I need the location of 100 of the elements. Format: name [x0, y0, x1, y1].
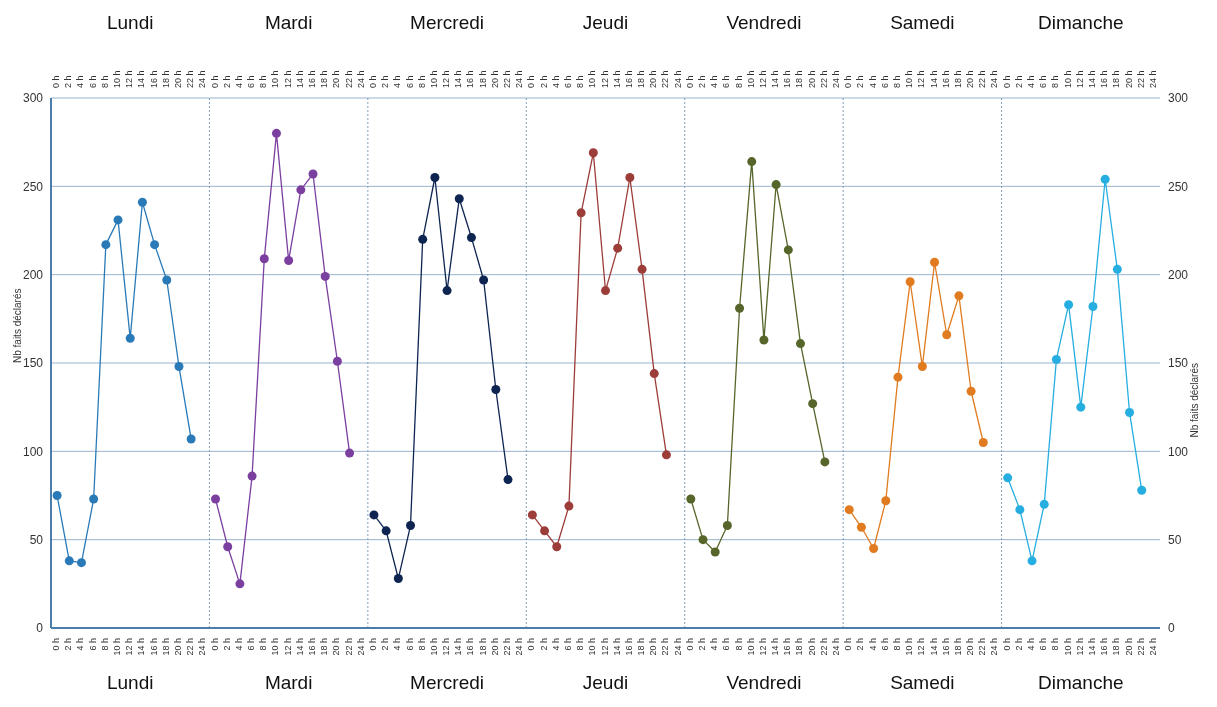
x-tick-label: 20 h: [806, 638, 817, 656]
category-label: 2 h: [855, 75, 866, 88]
point: [1027, 556, 1037, 566]
point: [137, 197, 147, 207]
point: [1088, 301, 1098, 311]
category-label: 24 h: [989, 70, 1000, 88]
y2-tick-label: 0: [1168, 621, 1175, 636]
point: [710, 547, 720, 557]
point: [466, 233, 476, 243]
point: [1125, 407, 1135, 417]
x-tick-label: 20 h: [489, 638, 500, 656]
x-tick-label: 12 h: [282, 638, 293, 656]
point: [162, 275, 172, 285]
x-tick-label: 12 h: [124, 638, 135, 656]
category-label: 24 h: [672, 70, 683, 88]
category-label: 12 h: [124, 70, 135, 88]
text: Mercredi: [410, 12, 485, 33]
x-tick-label: 18 h: [477, 638, 488, 656]
text: Jeudi: [582, 12, 629, 33]
category-label: 12 h: [757, 70, 768, 88]
point: [308, 169, 318, 179]
category-label: 2 h: [221, 75, 232, 88]
category-label: 8 h: [891, 75, 902, 88]
category-label: 6 h: [879, 75, 890, 88]
category-label: 4 h: [867, 75, 878, 88]
category-label: 10 h: [587, 70, 598, 88]
x-tick-label: 18 h: [952, 638, 963, 656]
y2-tick-label: 250: [1168, 179, 1189, 194]
category-label: 6 h: [721, 75, 732, 88]
x-tick-label: 14 h: [453, 638, 464, 656]
y-tick-label: 100: [22, 444, 44, 459]
x-tick-label: 2 h: [538, 638, 549, 651]
x-tick-label: 14 h: [611, 638, 622, 656]
point: [844, 505, 854, 515]
point: [381, 526, 391, 536]
category-label: 0 h: [684, 75, 695, 88]
x-tick-label: 8 h: [575, 638, 586, 651]
category-label: 0 h: [526, 75, 537, 88]
category-label: 16 h: [465, 70, 476, 88]
point: [625, 173, 635, 182]
category-label: 14 h: [611, 70, 622, 88]
point: [320, 271, 330, 281]
x-tick-label: 22 h: [1135, 638, 1146, 656]
point: [430, 173, 440, 182]
x-tick-label: 22 h: [818, 638, 829, 656]
point: [174, 362, 184, 372]
point: [540, 526, 550, 536]
category-label: 12 h: [1074, 70, 1085, 88]
x-tick-label: 22 h: [185, 638, 196, 656]
x-tick-label: 12 h: [599, 638, 610, 656]
y-tick-label: 300: [22, 91, 44, 106]
category-label: 20 h: [172, 70, 183, 88]
x-tick-label: 0 h: [843, 638, 854, 651]
category-label: 20 h: [806, 70, 817, 88]
x-tick-label: 24 h: [197, 638, 208, 656]
category-label: 18 h: [794, 70, 805, 88]
point: [211, 494, 221, 504]
category-label: 8 h: [258, 75, 269, 88]
x-tick-label: 4 h: [1026, 638, 1037, 651]
x-tick-label: 22 h: [343, 638, 354, 656]
text: Jeudi: [581, 672, 630, 694]
point: [101, 240, 111, 250]
x-tick-label: 20 h: [1123, 638, 1134, 656]
x-tick-label: 2 h: [63, 638, 74, 651]
category-label: 14 h: [770, 70, 781, 88]
category-label: 2 h: [380, 75, 391, 88]
x-tick-label: 6 h: [721, 638, 732, 651]
category-label: 10 h: [112, 70, 123, 88]
category-label: 12 h: [916, 70, 927, 88]
category-label: 18 h: [477, 70, 488, 88]
category-label: 24 h: [197, 70, 208, 88]
category-label: 22 h: [977, 70, 988, 88]
category-label: 14 h: [294, 70, 305, 88]
x-tick-label: 6 h: [246, 638, 257, 651]
x-tick-label: 2 h: [855, 638, 866, 651]
category-label: 8 h: [99, 75, 110, 88]
point: [783, 245, 793, 255]
category-label: 10 h: [1062, 70, 1073, 88]
point: [613, 243, 623, 253]
point: [905, 277, 915, 287]
point: [186, 434, 196, 444]
x-tick-label: 0 h: [526, 638, 537, 651]
x-tick-label: 10 h: [1062, 638, 1073, 656]
x-tick-label: 18 h: [1111, 638, 1122, 656]
point: [552, 542, 562, 552]
category-label: 14 h: [1086, 70, 1097, 88]
x-tick-label: 14 h: [770, 638, 781, 656]
x-tick-label: 12 h: [1074, 638, 1085, 656]
category-label: 2 h: [1013, 75, 1024, 88]
x-tick-label: 4 h: [550, 638, 561, 651]
x-tick-label: 10 h: [112, 638, 123, 656]
x-tick-label: 20 h: [331, 638, 342, 656]
x-tick-label: 2 h: [221, 638, 232, 651]
point: [52, 491, 62, 500]
point: [503, 475, 513, 485]
x-tick-label: 2 h: [380, 638, 391, 651]
point: [1076, 402, 1086, 412]
point: [113, 215, 123, 225]
category-label: 0 h: [367, 75, 378, 88]
x-tick-label: 0 h: [1001, 638, 1012, 651]
